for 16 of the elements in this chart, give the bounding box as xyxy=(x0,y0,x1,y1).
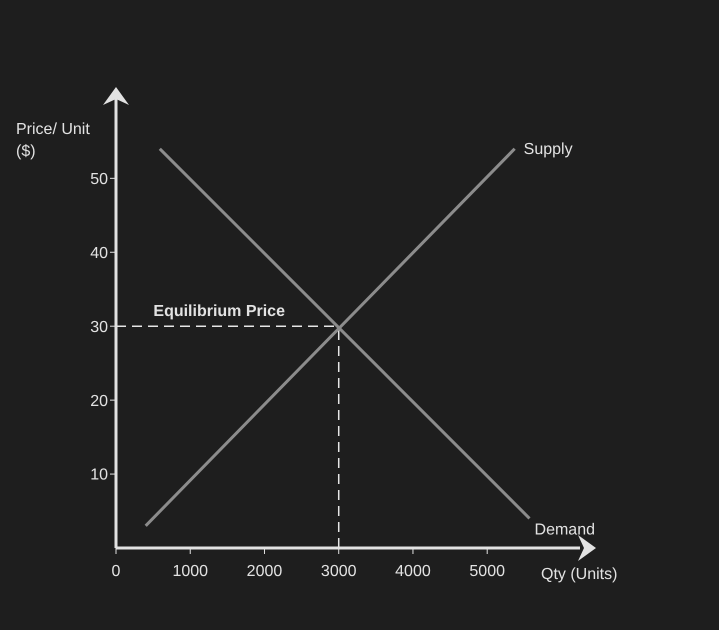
x-tick-label: 0 xyxy=(112,563,121,580)
series-label: Demand xyxy=(534,521,595,538)
x-axis-title: Qty (Units) xyxy=(541,566,618,584)
y-tick-label: 30 xyxy=(90,318,108,336)
x-tick-label: 2000 xyxy=(246,563,282,580)
y-tick-label: 50 xyxy=(90,171,108,188)
y-tick-label: 40 xyxy=(90,244,108,262)
y-tick-label: 20 xyxy=(90,392,108,410)
x-tick-label: 1000 xyxy=(172,563,208,580)
x-tick-label: 3000 xyxy=(320,563,357,580)
y-tick-label: 10 xyxy=(90,466,108,484)
x-tick-label: 4000 xyxy=(395,563,431,580)
series-label: Supply xyxy=(524,140,573,158)
x-tick-label: 5000 xyxy=(469,563,506,580)
annotation: Equilibrium Price xyxy=(153,303,286,320)
y-axis-title: Price/ Unit ($) xyxy=(16,120,91,162)
